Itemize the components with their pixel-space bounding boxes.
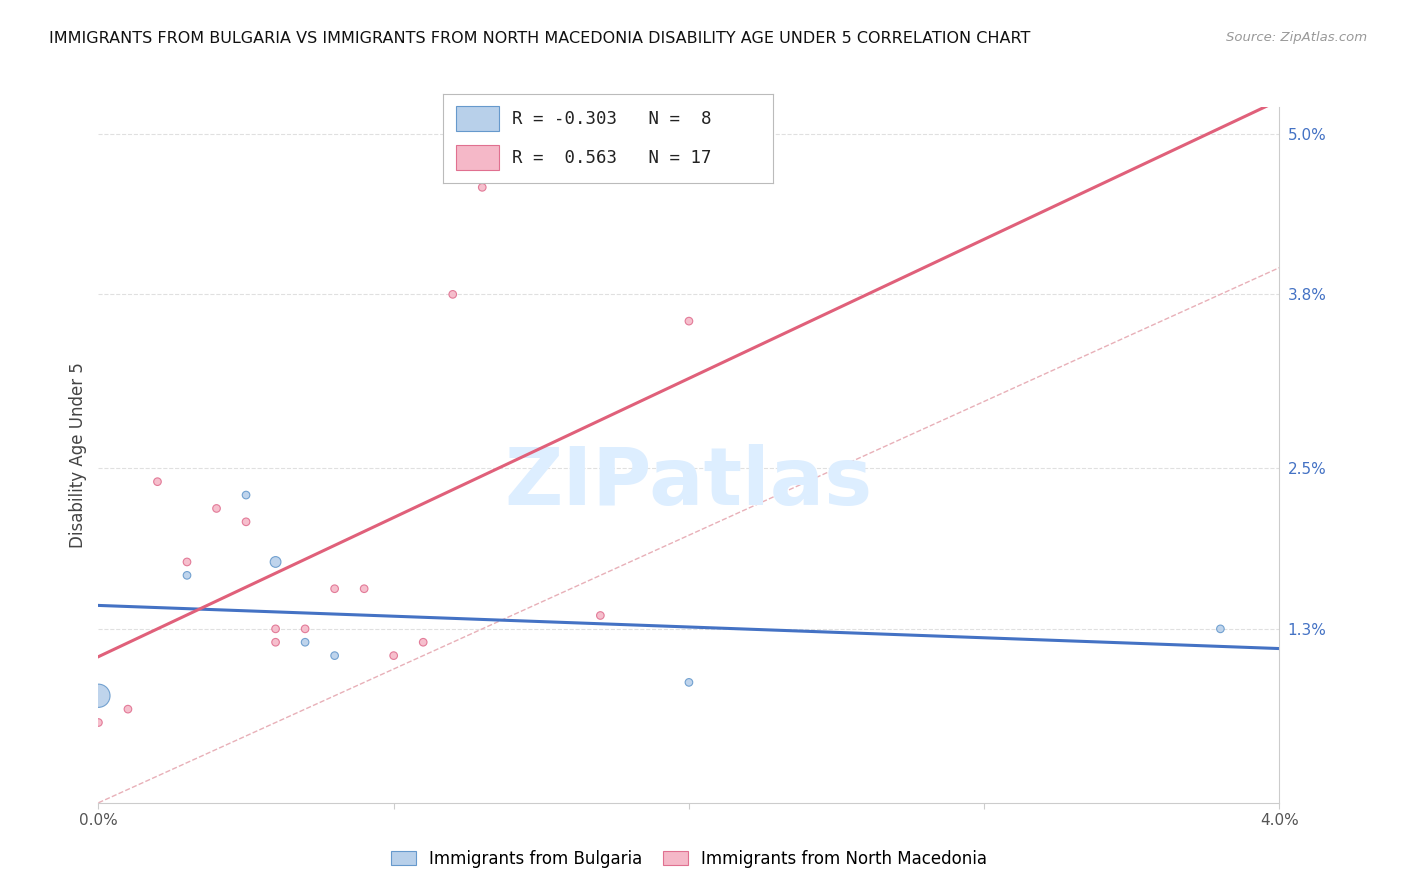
Point (382, 648, 405, 663)
Point (1209, 622, 1232, 636)
Legend: Immigrants from Bulgaria, Immigrants from North Macedonia: Immigrants from Bulgaria, Immigrants fro… (384, 843, 994, 874)
Text: Source: ZipAtlas.com: Source: ZipAtlas.com (1226, 31, 1367, 45)
Point (471, 180, 494, 194)
Text: ZIPatlas: ZIPatlas (505, 443, 873, 522)
Y-axis label: Disability Age Under 5: Disability Age Under 5 (69, 362, 87, 548)
Point (146, 475, 169, 489)
Point (589, 608, 612, 623)
Point (412, 635, 434, 649)
Point (678, 675, 700, 690)
Point (205, 501, 228, 516)
Point (87, 689, 110, 703)
Point (353, 582, 375, 596)
Text: IMMIGRANTS FROM BULGARIA VS IMMIGRANTS FROM NORTH MACEDONIA DISABILITY AGE UNDER: IMMIGRANTS FROM BULGARIA VS IMMIGRANTS F… (49, 31, 1031, 46)
Point (264, 555, 287, 569)
Point (294, 622, 316, 636)
Point (264, 622, 287, 636)
Text: R =  0.563   N = 17: R = 0.563 N = 17 (512, 149, 711, 167)
Point (235, 515, 257, 529)
Point (87, 715, 110, 730)
Point (294, 635, 316, 649)
Bar (456, 106, 499, 131)
Bar (456, 145, 499, 170)
Point (678, 314, 700, 328)
Point (235, 488, 257, 502)
Text: R = -0.303   N =  8: R = -0.303 N = 8 (512, 110, 711, 128)
Point (117, 702, 139, 716)
Point (323, 582, 346, 596)
Point (176, 568, 198, 582)
Point (176, 555, 198, 569)
Point (441, 287, 464, 301)
Point (323, 648, 346, 663)
Point (264, 635, 287, 649)
